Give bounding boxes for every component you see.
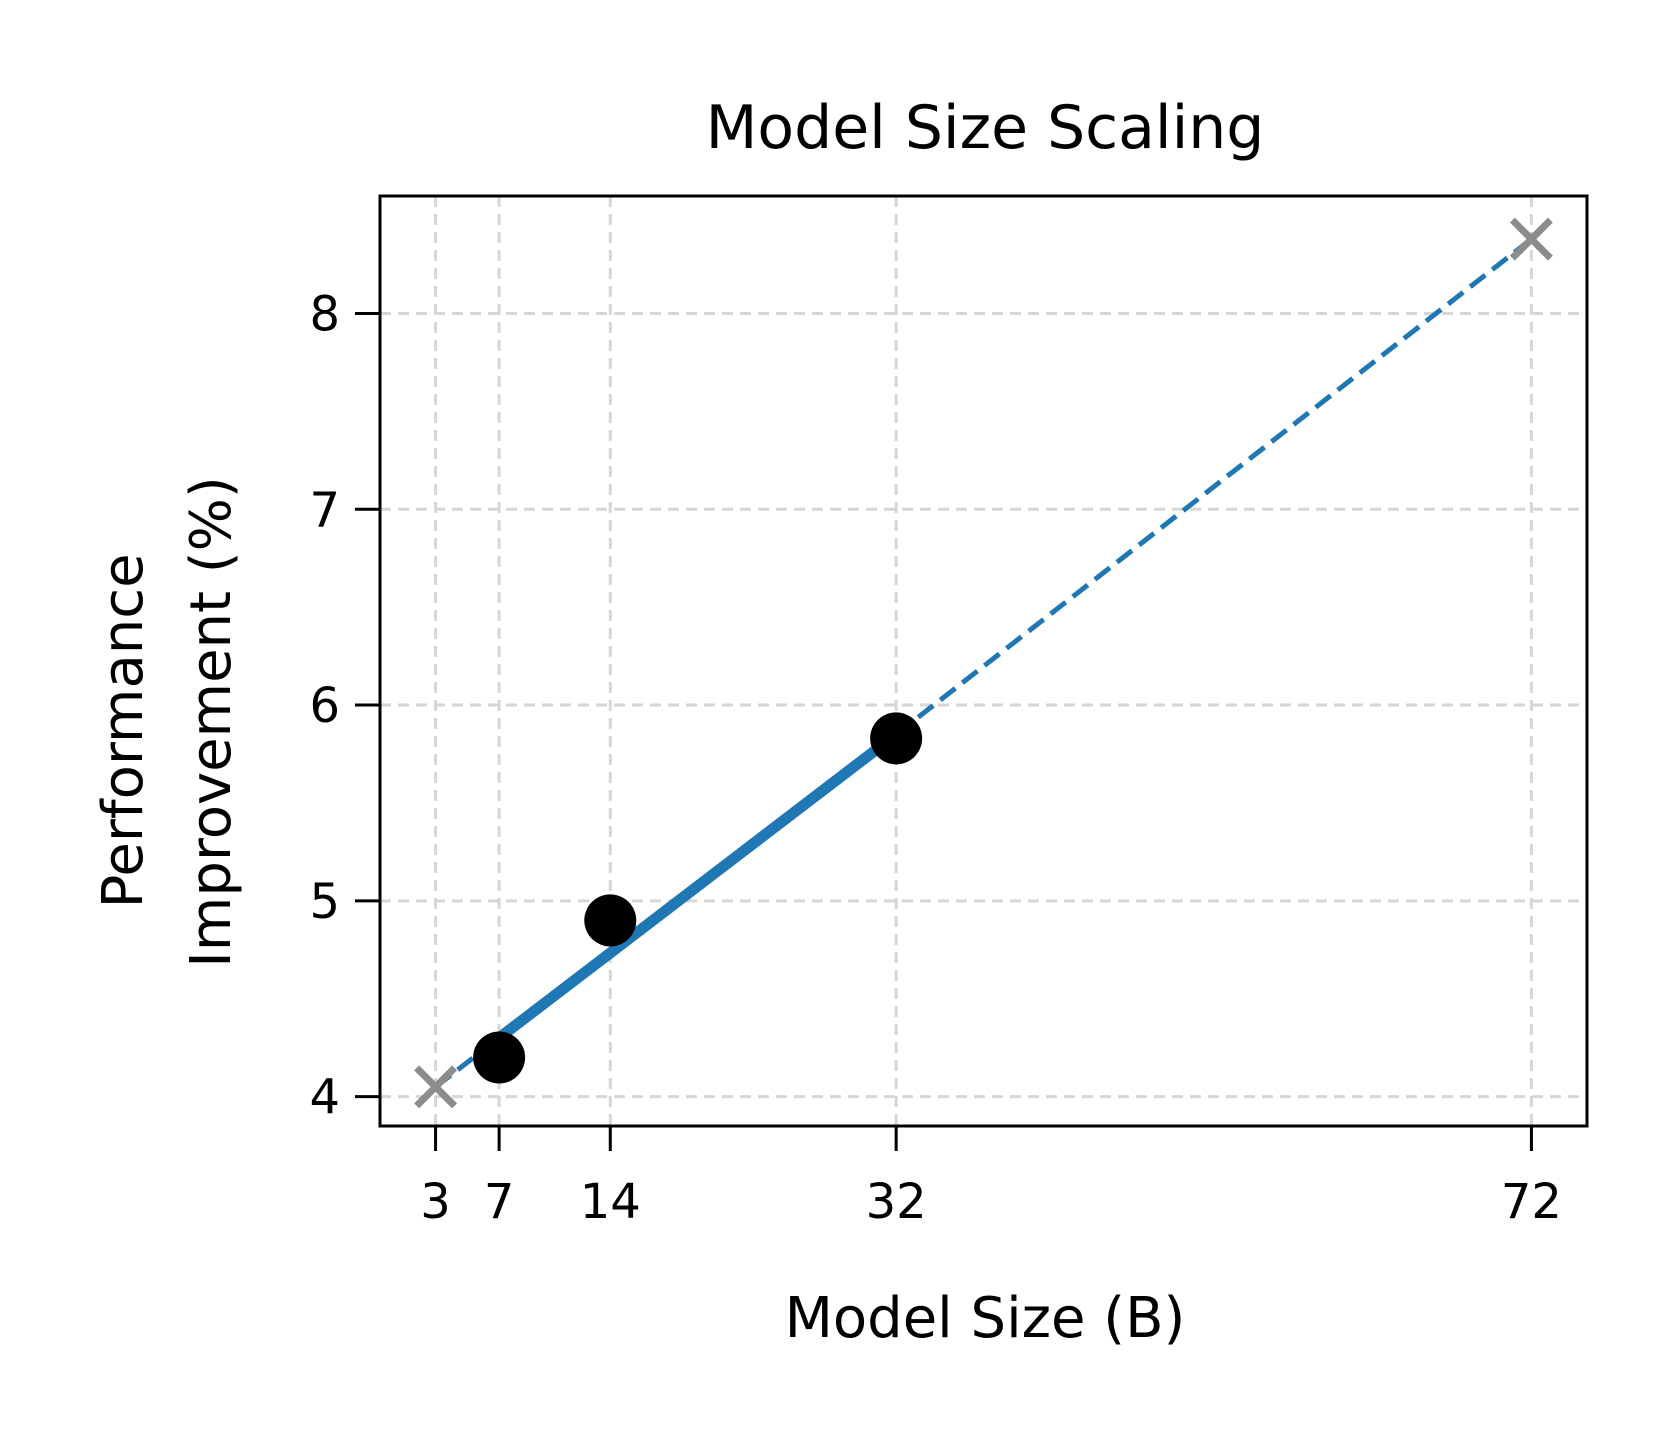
extrapolation-line-dashed: [894, 237, 1533, 737]
y-axis-label-line-1: Performance: [91, 553, 156, 908]
x-tick-label: 14: [580, 1174, 641, 1230]
y-axis-ticks: 4 5 6 7 8: [309, 286, 380, 1126]
y-tick-label: 7: [309, 482, 340, 538]
x-tick-label: 3: [420, 1174, 451, 1230]
y-tick-label: 5: [309, 874, 340, 930]
x-axis-label: Model Size (B): [785, 1286, 1186, 1351]
y-tick-label: 8: [309, 286, 340, 342]
x-tick-label: 32: [866, 1174, 927, 1230]
grid: [380, 196, 1587, 1126]
extrapolated-point: [1509, 217, 1553, 261]
y-tick-label: 4: [309, 1070, 340, 1126]
extrapolated-point-stroke: [1509, 217, 1553, 261]
extrapolated-point-stroke: [414, 1065, 458, 1109]
data-point: [584, 894, 637, 947]
data-point: [870, 712, 923, 765]
y-axis-label: Performance Improvement (%): [91, 476, 244, 967]
y-tick-label: 6: [309, 678, 340, 734]
y-axis-label-line-2: Improvement (%): [179, 476, 244, 967]
extrapolated-point: [414, 1065, 458, 1109]
series-markers: [414, 217, 1553, 1109]
data-point: [473, 1031, 526, 1084]
chart-title: Model Size Scaling: [706, 93, 1265, 163]
x-tick-label: 72: [1501, 1174, 1562, 1230]
fit-line-solid: [495, 730, 900, 1043]
x-axis-ticks: 3 7 14 32 72: [420, 1126, 1562, 1230]
plot-frame: [378, 194, 1589, 1128]
x-tick-label: 7: [484, 1174, 515, 1230]
